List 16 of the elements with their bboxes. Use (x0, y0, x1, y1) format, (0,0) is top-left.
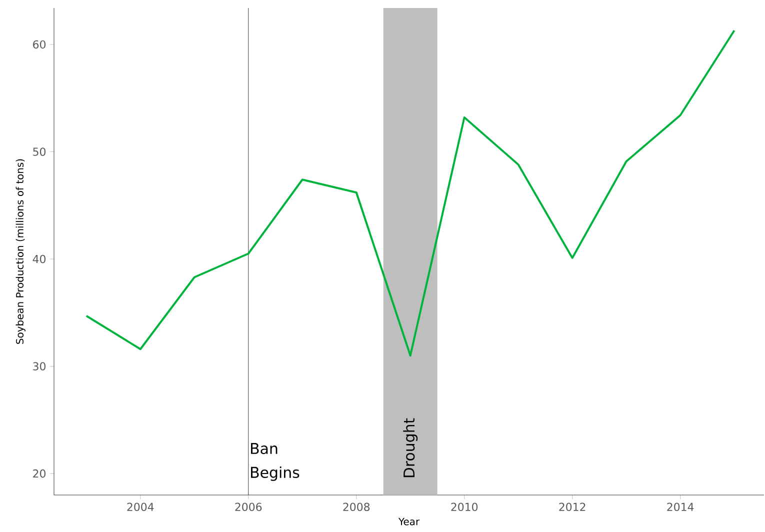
y-tick-label: 30 (33, 362, 46, 370)
x-tick-label: 2006 (235, 502, 262, 512)
x-tick-label: 2012 (559, 502, 586, 512)
y-tick-label: 20 (33, 469, 46, 478)
y-tick-label: 50 (33, 148, 46, 156)
y-axis-title: Soybean Production (millions of tons) (16, 159, 26, 344)
x-tick-label: 2008 (343, 502, 370, 512)
x-tick-label: 2014 (667, 502, 694, 512)
band-label: Drought (403, 418, 418, 478)
x-tick-label: 2010 (451, 502, 478, 512)
ref-line-label: Ban Begins (251, 443, 300, 481)
line-series (85, 30, 736, 357)
y-tick-label: 60 (33, 40, 46, 49)
x-tick-label: 2004 (127, 502, 154, 512)
y-tick-label: 40 (32, 254, 46, 264)
x-axis-title: Year (398, 518, 420, 526)
